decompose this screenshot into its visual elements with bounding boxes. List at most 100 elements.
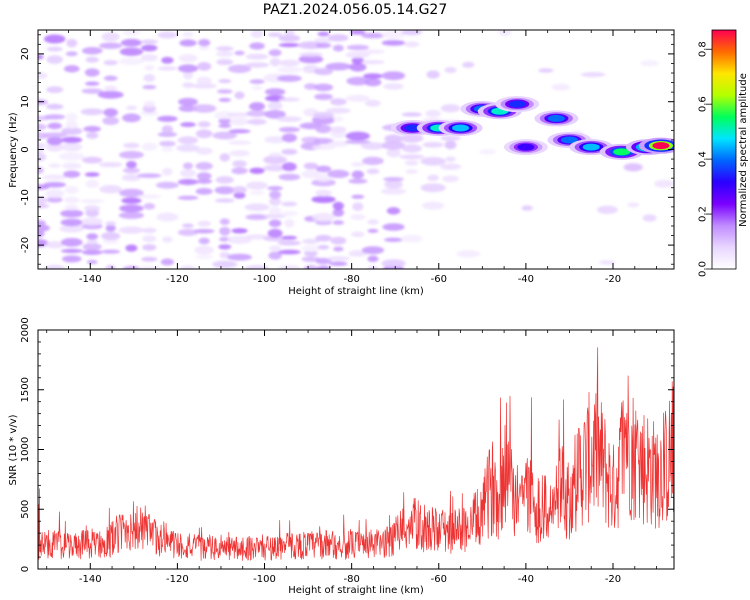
- heat-cell: [180, 122, 196, 128]
- heat-cell: [351, 231, 365, 238]
- heat-cell: [280, 210, 298, 217]
- heat-cell: [38, 71, 48, 80]
- heat-cell: [383, 83, 404, 90]
- heat-cell: [249, 42, 265, 50]
- colorbar-label: Normalized spectral amplitude: [738, 73, 749, 227]
- heat-cell: [623, 163, 643, 172]
- heat-cell: [142, 84, 157, 90]
- heat-cell: [227, 253, 252, 261]
- heat-cell: [269, 152, 282, 158]
- heat-cell: [264, 136, 286, 144]
- heat-cell: [521, 205, 533, 211]
- heat-cell: [38, 196, 48, 205]
- heat-cell: [276, 75, 302, 82]
- spectrogram-x-tick-label: -80: [343, 274, 359, 285]
- heat-cell: [63, 65, 80, 73]
- heat-cell: [422, 141, 444, 148]
- heat-cell: [85, 81, 100, 86]
- heat-cell: [263, 155, 288, 165]
- heat-cell: [330, 236, 347, 245]
- heat-cell: [264, 213, 287, 219]
- heat-cell: [627, 202, 640, 208]
- heat-cell: [161, 146, 174, 152]
- heat-cell: [119, 188, 144, 198]
- heat-cell: [401, 144, 422, 153]
- heat-cell: [157, 66, 178, 71]
- heat-cell: [84, 68, 100, 77]
- heat-cell: [315, 189, 332, 197]
- heat-cell: [101, 32, 120, 42]
- heat-cell: [346, 76, 370, 86]
- heat-cell: [281, 133, 297, 143]
- heat-cell: [234, 91, 245, 100]
- heat-cell: [160, 258, 175, 266]
- heat-cell: [178, 54, 198, 63]
- heat-cell: [198, 237, 210, 245]
- spectrogram-y-tick-label: -20: [20, 237, 31, 253]
- heat-cell: [177, 136, 199, 145]
- heat-cell: [46, 136, 63, 146]
- heat-cell: [162, 236, 173, 243]
- heat-cell: [141, 44, 158, 52]
- heat-cell: [249, 79, 265, 84]
- heat-cell: [325, 62, 352, 71]
- heat-cell: [262, 164, 288, 172]
- heat-cell: [219, 153, 231, 162]
- heat-cell: [38, 54, 44, 60]
- heat-cell: [120, 38, 142, 47]
- heat-cell: [351, 57, 364, 65]
- heat-cell: [60, 237, 83, 247]
- heat-cell: [176, 144, 200, 152]
- heat-cell: [66, 38, 78, 48]
- heat-cell: [278, 42, 301, 48]
- heat-cell: [84, 172, 100, 177]
- heat-cell: [118, 150, 144, 159]
- heat-cell: [142, 244, 157, 251]
- heat-cell: [315, 124, 332, 134]
- heat-cell: [304, 250, 318, 257]
- heat-cell: [384, 179, 403, 189]
- heat-cell: [332, 201, 344, 211]
- heat-cell: [425, 109, 442, 118]
- heat-cell: [360, 142, 386, 150]
- heat-cell: [456, 250, 481, 258]
- heat-cell: [361, 60, 385, 65]
- snr-panel: -140 -120 -100 -80 -60 -40 -20 0 500 1000 1500 200…: [8, 317, 675, 596]
- heat-cell: [404, 41, 420, 48]
- heat-cell: [281, 148, 298, 155]
- heat-cell: [250, 30, 264, 38]
- heat-cell: [427, 174, 439, 182]
- heat-cell: [264, 88, 286, 96]
- heat-cell: [99, 184, 123, 194]
- heat-cell: [405, 160, 419, 166]
- heat-cell: [363, 73, 383, 80]
- figure-title: PAZ1.2024.056.05.14.G27: [263, 2, 448, 18]
- snr-x-tick-label: -80: [343, 574, 359, 585]
- heat-cell: [105, 224, 116, 232]
- heat-cell: [43, 181, 67, 188]
- heat-cell: [277, 240, 302, 246]
- heat-cell: [249, 167, 265, 174]
- heat-cell: [380, 188, 407, 195]
- heat-cell: [102, 116, 120, 126]
- heat-cell: [314, 37, 333, 43]
- snr-y-tick-label: 1000: [20, 437, 31, 462]
- heat-cell: [60, 248, 83, 253]
- heat-cell: [122, 265, 141, 269]
- heat-cell: [249, 190, 265, 196]
- ridge-blob: [547, 114, 565, 122]
- heat-cell: [140, 39, 159, 44]
- heat-cell: [182, 223, 194, 228]
- snr-y-tick-label: 0: [20, 566, 31, 572]
- heat-cell: [80, 198, 105, 204]
- heat-cell: [278, 173, 301, 181]
- heat-cell: [442, 175, 459, 183]
- heat-cell: [311, 179, 336, 187]
- heat-cell: [137, 266, 161, 269]
- heat-cell: [81, 88, 103, 94]
- heat-cell: [654, 179, 674, 188]
- heat-cell: [123, 142, 140, 149]
- heat-cell: [246, 181, 268, 190]
- heat-cell: [46, 86, 64, 94]
- heat-cell: [48, 163, 61, 168]
